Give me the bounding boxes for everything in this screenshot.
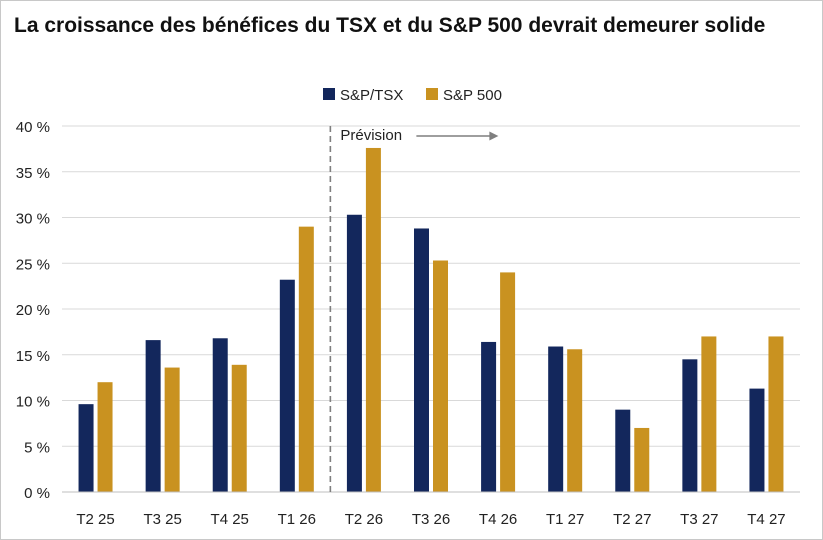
y-tick-label: 0 % [24, 485, 50, 502]
x-tick-label: T2 27 [613, 511, 651, 528]
x-tick-label: T4 26 [479, 511, 517, 528]
y-tick-label: 20 % [16, 302, 50, 319]
bar-sptsx [548, 346, 564, 492]
y-tick-label: 25 % [16, 256, 50, 273]
bar-sptsx [481, 341, 497, 492]
x-tick-label: T4 27 [747, 511, 785, 528]
bar-sp500 [365, 147, 381, 492]
y-tick-label: 30 % [16, 211, 50, 228]
legend-swatch-sptsx [323, 88, 335, 100]
y-tick-label: 40 % [16, 119, 50, 136]
y-tick-label: 35 % [16, 165, 50, 182]
bar-sp500 [164, 367, 180, 492]
bar-sptsx [615, 409, 631, 492]
x-tick-label: T1 26 [278, 511, 316, 528]
bar-sp500 [567, 349, 583, 492]
bar-sptsx [414, 228, 429, 493]
bar-sp500 [701, 336, 717, 492]
y-tick-label: 5 % [24, 439, 50, 456]
x-tick-label: T3 26 [412, 511, 450, 528]
bar-sptsx [346, 214, 362, 492]
bar-sp500 [500, 272, 516, 492]
x-tick-label: T1 27 [546, 511, 584, 528]
bar-sp500 [433, 260, 448, 492]
x-tick-label: T3 25 [143, 511, 181, 528]
chart-title: La croissance des bénéfices du TSX et du… [14, 14, 766, 37]
bar-sptsx [749, 388, 765, 492]
x-tick-label: T3 27 [680, 511, 718, 528]
forecast-arrow-head [489, 131, 499, 141]
bar-sptsx [212, 338, 228, 492]
bar-sp500 [298, 226, 314, 492]
bar-sptsx [279, 279, 295, 492]
bar-sp500 [634, 427, 650, 492]
x-tick-label: T2 25 [76, 511, 114, 528]
bar-sp500 [231, 364, 247, 492]
y-tick-label: 15 % [16, 348, 50, 365]
forecast-label: Prévision [340, 127, 402, 144]
y-tick-label: 10 % [16, 394, 50, 411]
bar-sptsx [682, 359, 698, 492]
bar-sptsx [78, 404, 94, 492]
bar-sp500 [768, 336, 784, 492]
x-tick-label: T2 26 [345, 511, 383, 528]
bar-sptsx [145, 340, 161, 492]
legend-swatch-sp500 [426, 88, 438, 100]
x-tick-label: T4 25 [211, 511, 249, 528]
legend-label-sptsx: S&P/TSX [340, 87, 403, 104]
legend-label-sp500: S&P 500 [443, 87, 502, 104]
bar-sp500 [97, 382, 113, 492]
